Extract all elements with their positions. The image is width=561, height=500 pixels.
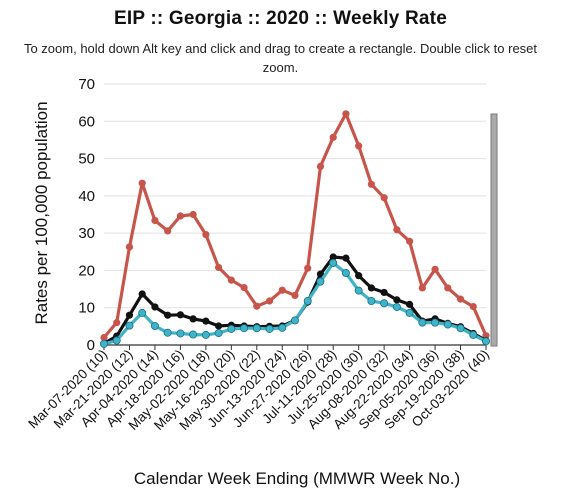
data-point[interactable] [151,216,159,225]
data-point[interactable] [329,258,338,267]
data-point[interactable] [367,297,376,306]
data-point[interactable] [367,180,375,188]
data-point[interactable] [113,319,121,327]
data-point[interactable] [240,283,248,292]
data-point[interactable] [418,318,427,327]
data-point[interactable] [189,210,197,219]
x-tick-labels: Mar-07-2020 (10)Mar-21-2020 (12)Apr-04-2… [25,345,492,433]
data-point[interactable] [290,316,299,325]
data-point[interactable] [240,324,249,333]
series-red-line[interactable] [102,112,488,340]
data-point[interactable] [100,333,108,342]
data-point[interactable] [176,212,184,220]
zoom-scroll-handle[interactable] [490,113,498,347]
x-axis-title: Calendar Week Ending (MMWR Week No.) [134,469,460,488]
data-point[interactable] [443,320,452,329]
data-point[interactable] [380,299,389,308]
data-point[interactable] [138,308,147,317]
data-point[interactable] [125,311,134,319]
data-point[interactable] [469,302,477,311]
data-point[interactable] [125,243,134,251]
data-point[interactable] [202,317,210,325]
data-point[interactable] [214,329,223,338]
data-point[interactable] [393,296,401,304]
data-point[interactable] [431,265,439,273]
data-point[interactable] [456,295,465,303]
data-point[interactable] [481,337,490,346]
data-point[interactable] [164,311,172,319]
data-point[interactable] [163,328,172,337]
data-point[interactable] [151,303,159,311]
data-point[interactable] [164,227,172,235]
data-point[interactable] [316,277,325,286]
data-point[interactable] [278,286,286,294]
data-point[interactable] [392,302,401,311]
data-point[interactable] [125,321,134,330]
data-point[interactable] [342,110,350,118]
series-group [100,110,490,348]
data-point[interactable] [138,179,146,187]
data-point[interactable] [265,324,274,333]
data-point[interactable] [355,142,363,150]
chart-title: EIP :: Georgia :: 2020 :: Weekly Rate [114,8,447,29]
series-teal-line[interactable] [102,261,488,346]
data-point[interactable] [456,324,465,333]
data-point[interactable] [176,311,184,319]
data-point[interactable] [227,324,236,333]
data-point[interactable] [367,284,375,292]
data-point[interactable] [342,254,350,262]
data-point[interactable] [189,330,198,339]
data-point[interactable] [316,162,325,171]
y-tick-label: 30 [78,225,95,242]
data-point[interactable] [252,324,261,333]
data-point[interactable] [189,315,197,323]
data-point[interactable] [393,226,401,234]
y-tick-label: 10 [78,300,95,317]
y-tick-label: 60 [78,113,95,130]
data-point[interactable] [112,336,121,345]
data-point[interactable] [341,269,350,278]
data-point[interactable] [469,330,478,339]
data-point[interactable] [278,323,287,332]
data-point[interactable] [202,231,210,239]
data-point[interactable] [253,302,261,310]
data-point[interactable] [444,284,452,292]
y-tick-label: 50 [78,151,95,168]
y-tick-label: 0 [87,337,95,354]
y-tick-label: 70 [78,76,95,93]
data-point[interactable] [176,329,185,338]
data-point[interactable] [329,133,337,141]
data-point[interactable] [201,330,210,339]
data-point[interactable] [316,270,325,278]
data-point[interactable] [418,284,426,292]
data-point[interactable] [303,297,312,306]
y-axis-title: Rates per 100,000 population [32,101,51,324]
gridlines [104,83,486,346]
data-point[interactable] [406,300,414,308]
data-point[interactable] [405,308,414,317]
data-point[interactable] [431,318,440,327]
data-point[interactable] [406,237,414,245]
data-point[interactable] [138,290,146,298]
data-point[interactable] [265,297,274,305]
chart-subtitle: To zoom, hold down Alt key and click and… [23,41,538,75]
data-point[interactable] [355,272,363,280]
data-point[interactable] [304,264,312,272]
data-point[interactable] [150,321,159,330]
data-point[interactable] [380,194,388,202]
data-point[interactable] [329,253,337,261]
y-tick-label: 40 [78,188,95,205]
data-point[interactable] [227,276,235,284]
data-point[interactable] [100,339,109,348]
data-point[interactable] [354,286,363,295]
data-point[interactable] [215,322,223,330]
data-point[interactable] [291,291,299,300]
data-point[interactable] [215,263,223,272]
y-tick-labels: 0 10 20 30 40 50 60 70 [78,76,95,354]
y-tick-label: 20 [78,262,95,279]
data-point[interactable] [380,288,388,297]
